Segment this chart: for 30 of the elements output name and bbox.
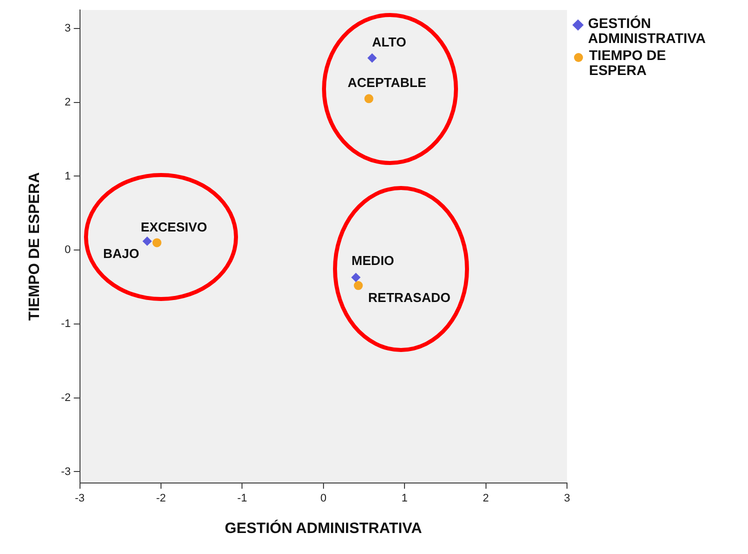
- x-tick-label: 0: [320, 492, 326, 504]
- annotation: ACEPTABLE: [348, 75, 426, 90]
- point: [351, 272, 360, 282]
- point: [142, 236, 152, 246]
- y-tick-label: 0: [64, 244, 71, 256]
- x-tick-label: -1: [237, 492, 248, 504]
- annotation: RETRASADO: [368, 290, 450, 306]
- y-tick-label: -2: [61, 392, 71, 404]
- annotation: EXCESIVO: [140, 219, 208, 234]
- y-tick-label: -1: [61, 318, 71, 330]
- point: [152, 238, 162, 248]
- x-axis-title: GESTIÓN ADMINISTRATIVA: [224, 519, 422, 538]
- x-tick-label: 3: [564, 492, 570, 504]
- annotation: ALTO: [372, 34, 406, 50]
- legend-label: GESTIÓN ADMINISTRATIVA: [588, 15, 707, 46]
- annotation: MEDIO: [352, 253, 394, 268]
- x-tick-label: 1: [402, 492, 408, 504]
- y-tick-label: 2: [64, 96, 71, 108]
- y-axis-title: TIEMPO DE ESPERA: [26, 172, 44, 321]
- x-tick-label: 2: [482, 492, 489, 504]
- y-tick-label: -3: [61, 466, 71, 478]
- legend-label: TIEMPO DE ESPERA: [589, 47, 668, 78]
- y-tick-label: 3: [64, 22, 71, 34]
- point: [354, 281, 363, 290]
- point: [364, 94, 374, 104]
- x-tick-label: -2: [156, 492, 166, 504]
- point: [368, 54, 377, 63]
- annotation: BAJO: [103, 246, 140, 261]
- x-tick-label: -3: [74, 492, 85, 504]
- y-tick-label: 1: [64, 170, 71, 182]
